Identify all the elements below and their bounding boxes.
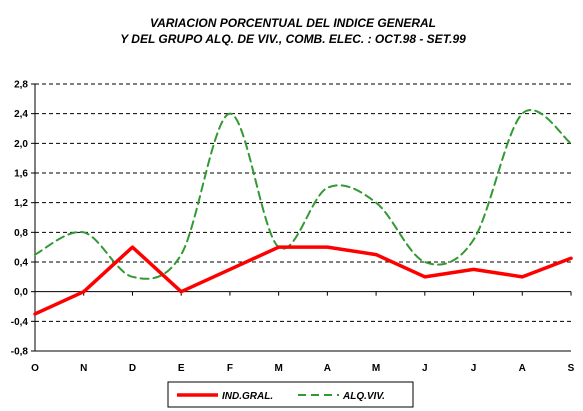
y-tick-label: -0,8: [11, 347, 29, 358]
x-tick-label: A: [324, 363, 331, 374]
series-line-alq-viv: [34, 109, 572, 280]
y-tick-label: 1,6: [14, 169, 28, 180]
x-tick-label: F: [227, 363, 233, 374]
x-tick-label: M: [274, 363, 282, 374]
y-tick-label: 0,0: [14, 287, 28, 298]
x-tick-label: O: [31, 363, 39, 374]
x-tick-label: J: [471, 363, 477, 374]
x-tick-label: M: [372, 363, 380, 374]
y-tick-label: 1,2: [14, 198, 28, 209]
x-tick-label: E: [178, 363, 185, 374]
y-tick-label: 2,4: [14, 109, 28, 120]
y-tick-label: 0,4: [14, 258, 28, 269]
chart-title-line-2: Y DEL GRUPO ALQ. DE VIV., COMB. ELEC. : …: [120, 32, 466, 46]
y-tick-label: 2,8: [14, 80, 28, 91]
y-axis-ticks: -0,8 -0,4 0,0 0,4 0,8 1,2 1,6 2,0 2,4 2,8: [11, 80, 29, 358]
chart-title: VARIACION PORCENTUAL DEL INDICE GENERAL …: [120, 16, 466, 46]
y-tick-label: 0,8: [14, 228, 28, 239]
x-tick-label: J: [422, 363, 428, 374]
y-tick-label: 2,0: [14, 139, 28, 150]
axes: [31, 83, 572, 352]
legend: IND.GRAL. ALQ.VIV.: [167, 381, 414, 408]
x-tick-label: N: [80, 363, 87, 374]
x-tick-label: S: [568, 363, 575, 374]
legend-label-alq-viv: ALQ.VIV.: [342, 391, 385, 402]
y-tick-label: -0,4: [11, 317, 29, 328]
grid-lines: [35, 83, 571, 322]
chart-title-line-1: VARIACION PORCENTUAL DEL INDICE GENERAL: [150, 16, 436, 30]
series-lines: [33, 109, 573, 316]
legend-label-ind-gral: IND.GRAL.: [222, 391, 273, 402]
x-tick-label: D: [129, 363, 136, 374]
x-tick-label: A: [519, 363, 526, 374]
series-line-ind-gral: [33, 245, 573, 316]
